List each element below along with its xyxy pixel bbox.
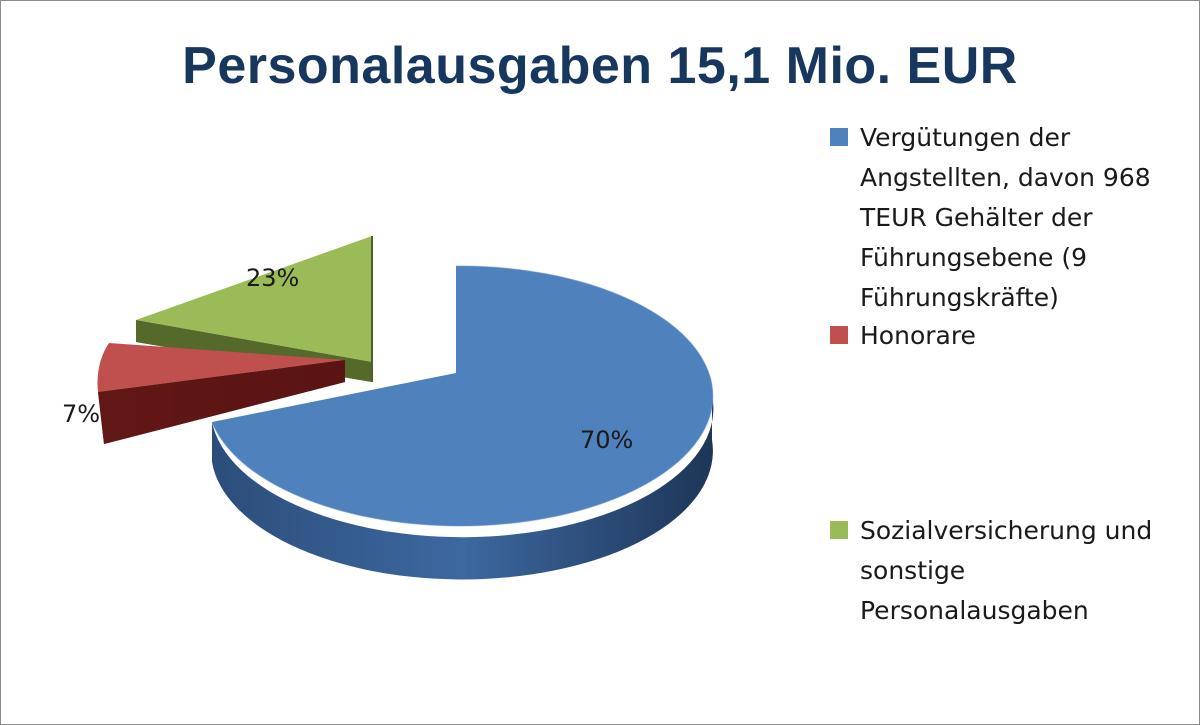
pie-slice-verguetungen xyxy=(211,265,714,580)
pie-slice-honorare xyxy=(97,343,345,444)
legend-label-honorare: Honorare xyxy=(860,321,976,350)
legend-label-sozialversicherung: Sozialversicherung und sonstige Personal… xyxy=(860,516,1153,625)
slice-label-honorare: 7% xyxy=(62,400,100,428)
legend-swatch-blue xyxy=(830,128,848,146)
legend-label-verguetungen: Vergütungen der Angstellten, davon 968 T… xyxy=(860,123,1151,312)
slice-label-verguetungen: 70% xyxy=(580,426,633,454)
chart-title: Personalausgaben 15,1 Mio. EUR xyxy=(182,37,1018,95)
legend-swatch-red xyxy=(830,326,848,344)
legend-swatch-green xyxy=(830,521,848,539)
slice-label-sozialversicherung: 23% xyxy=(246,264,299,292)
